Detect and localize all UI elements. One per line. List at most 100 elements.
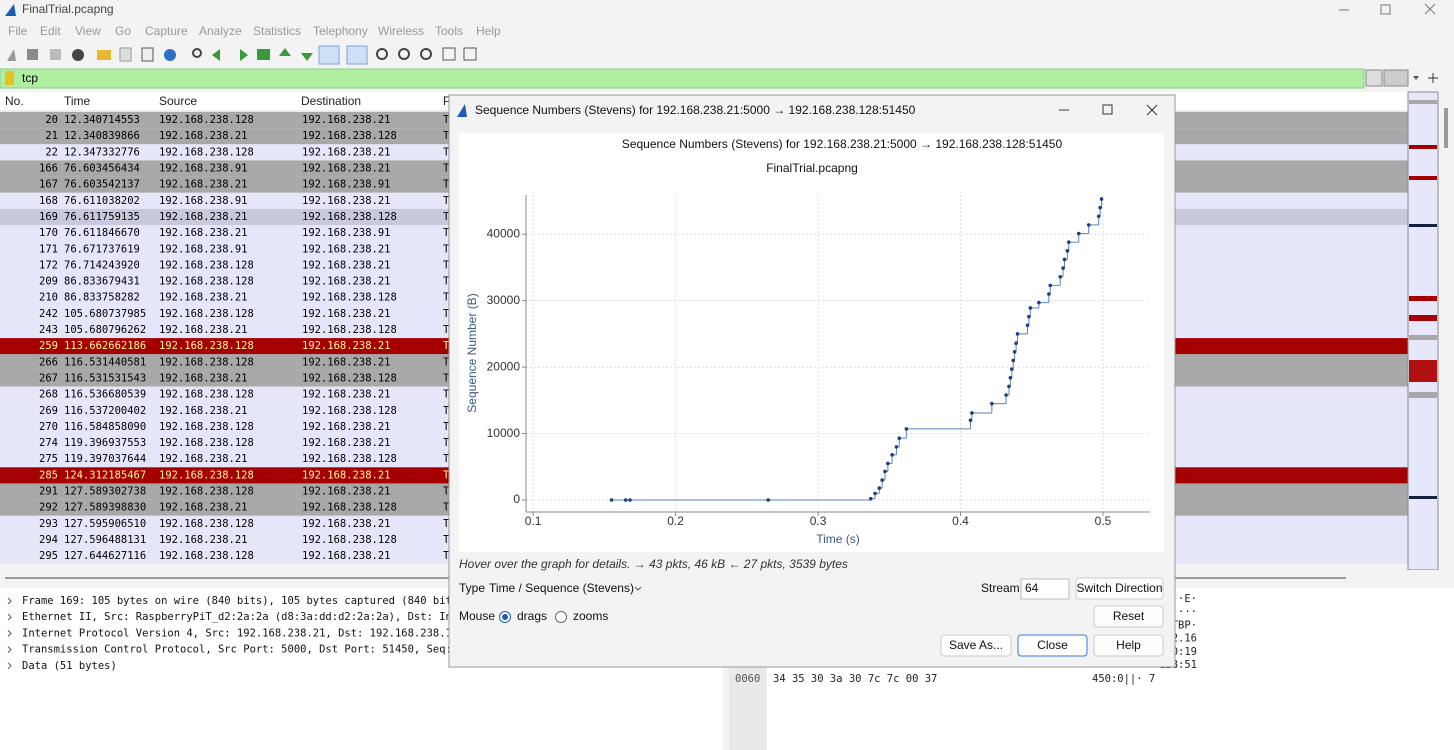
detail-line[interactable]: Data (51 bytes) bbox=[22, 660, 117, 672]
data-point bbox=[1012, 350, 1017, 354]
radio-label[interactable]: zooms bbox=[573, 609, 608, 623]
menu-item[interactable]: Analyze bbox=[199, 24, 242, 38]
menu-item[interactable]: Tools bbox=[435, 24, 463, 38]
button-label[interactable]: Close bbox=[1037, 638, 1068, 652]
close[interactable] bbox=[1424, 3, 1436, 15]
packet-destination: 192.168.238.91 bbox=[302, 227, 391, 239]
tool-icon[interactable] bbox=[301, 53, 313, 61]
expand-arrow[interactable] bbox=[7, 630, 12, 637]
tool-icon[interactable] bbox=[398, 48, 410, 60]
packet-source: 192.168.238.91 bbox=[159, 195, 248, 207]
tool-icon[interactable] bbox=[97, 50, 111, 60]
detail-line[interactable]: Ethernet II, Src: RaspberryPiT_d2:2a:2a … bbox=[22, 611, 471, 623]
column-header[interactable]: Time bbox=[64, 94, 91, 108]
clear-filter[interactable] bbox=[1365, 69, 1383, 87]
packet-source: 192.168.238.21 bbox=[159, 179, 248, 191]
detail-line[interactable]: Frame 169: 105 bytes on wire (840 bits),… bbox=[22, 595, 465, 607]
radio-dot[interactable] bbox=[502, 614, 508, 620]
filter-input[interactable] bbox=[0, 68, 1365, 89]
tool-icon[interactable] bbox=[72, 49, 84, 61]
button-label[interactable]: Reset bbox=[1113, 609, 1145, 623]
expand-arrow[interactable] bbox=[7, 613, 12, 621]
button-label[interactable]: Switch Direction bbox=[1076, 581, 1162, 595]
radio-label[interactable]: drags bbox=[517, 609, 547, 623]
data-point bbox=[890, 453, 894, 457]
column-header[interactable]: No. bbox=[5, 94, 24, 108]
dialog-maximize[interactable] bbox=[1102, 104, 1113, 115]
stream-value[interactable]: 64 bbox=[1025, 581, 1039, 595]
scroll-thumb[interactable] bbox=[1444, 108, 1448, 148]
menu-item[interactable]: Wireless bbox=[378, 24, 424, 38]
stripe bbox=[1409, 360, 1437, 382]
packet-no: 285 bbox=[39, 469, 58, 481]
button[interactable] bbox=[1093, 605, 1164, 628]
type-value[interactable]: Time / Sequence (Stevens) bbox=[489, 581, 634, 595]
radio[interactable] bbox=[555, 611, 567, 623]
tool-icon[interactable] bbox=[119, 47, 132, 62]
tool-icon[interactable] bbox=[318, 45, 340, 65]
menu-item[interactable]: View bbox=[75, 24, 101, 38]
column-header[interactable]: Source bbox=[159, 94, 197, 108]
hex-ascii: ·E· bbox=[1178, 593, 1197, 605]
v-scrollbar[interactable] bbox=[1441, 92, 1454, 570]
expand-arrow[interactable] bbox=[7, 662, 12, 670]
tool-icon[interactable] bbox=[27, 49, 38, 60]
packet-minimap[interactable] bbox=[1407, 91, 1439, 571]
packet-source: 192.168.238.128 bbox=[159, 114, 254, 126]
tool-icon[interactable] bbox=[420, 48, 432, 60]
tool-icon[interactable] bbox=[141, 47, 154, 62]
button[interactable] bbox=[940, 634, 1012, 657]
filter-dropdown[interactable] bbox=[1413, 76, 1419, 80]
packet-destination: 192.168.238.21 bbox=[302, 276, 391, 288]
tool-icon[interactable] bbox=[346, 45, 368, 65]
packet-no: 270 bbox=[39, 421, 58, 433]
menu-item[interactable]: File bbox=[8, 24, 28, 38]
menu-item[interactable]: Capture bbox=[145, 24, 188, 38]
tool-icon[interactable] bbox=[257, 49, 270, 60]
add-filter[interactable] bbox=[1428, 73, 1438, 83]
apply-filter[interactable] bbox=[1383, 69, 1409, 87]
column-header[interactable]: P bbox=[443, 94, 451, 108]
button-label[interactable]: Help bbox=[1116, 638, 1141, 652]
plot-area[interactable] bbox=[459, 133, 1164, 552]
packet-no: 267 bbox=[39, 372, 58, 384]
dialog-close[interactable] bbox=[1146, 104, 1158, 116]
tool-icon[interactable] bbox=[50, 49, 61, 60]
menu-item[interactable]: Statistics bbox=[253, 24, 301, 38]
tool-icon[interactable] bbox=[376, 48, 388, 60]
data-point bbox=[904, 427, 909, 431]
packet-destination: 192.168.238.21 bbox=[302, 437, 391, 449]
packet-source: 192.168.238.21 bbox=[159, 227, 248, 239]
filter-text: tcp bbox=[22, 71, 38, 85]
maximize[interactable] bbox=[1380, 4, 1391, 15]
button-label[interactable]: Save As... bbox=[949, 638, 1003, 652]
bookmark-icon[interactable] bbox=[5, 71, 14, 85]
menu-item[interactable]: Telephony bbox=[313, 24, 368, 38]
type-select[interactable] bbox=[485, 579, 647, 599]
tool-icon[interactable] bbox=[279, 48, 291, 56]
button[interactable] bbox=[1075, 577, 1164, 600]
mouse-label: Mouse bbox=[459, 609, 495, 623]
column-header[interactable]: Destination bbox=[301, 94, 361, 108]
tool-icon[interactable] bbox=[442, 47, 456, 61]
stream-spin[interactable] bbox=[1020, 578, 1070, 600]
menu-item[interactable]: Go bbox=[115, 24, 131, 38]
detail-line[interactable]: Internet Protocol Version 4, Src: 192.16… bbox=[22, 627, 465, 639]
expand-arrow[interactable] bbox=[7, 597, 12, 605]
data-point bbox=[1025, 323, 1030, 328]
menu-item[interactable]: Edit bbox=[40, 24, 61, 38]
expand-arrow[interactable] bbox=[7, 646, 12, 653]
button[interactable] bbox=[1017, 634, 1088, 657]
detail-line[interactable]: Transmission Control Protocol, Src Port:… bbox=[22, 644, 452, 656]
tool-icon[interactable] bbox=[164, 49, 176, 61]
tool-icon[interactable] bbox=[240, 49, 248, 61]
tool-icon[interactable] bbox=[212, 49, 220, 61]
button[interactable] bbox=[1093, 634, 1164, 657]
select-arrow[interactable] bbox=[634, 586, 642, 591]
menu-item[interactable]: Help bbox=[476, 24, 501, 38]
tool-icon[interactable] bbox=[463, 47, 477, 61]
tool-icon[interactable] bbox=[7, 49, 16, 61]
tool-icon[interactable] bbox=[192, 48, 202, 58]
data-point bbox=[873, 491, 877, 496]
